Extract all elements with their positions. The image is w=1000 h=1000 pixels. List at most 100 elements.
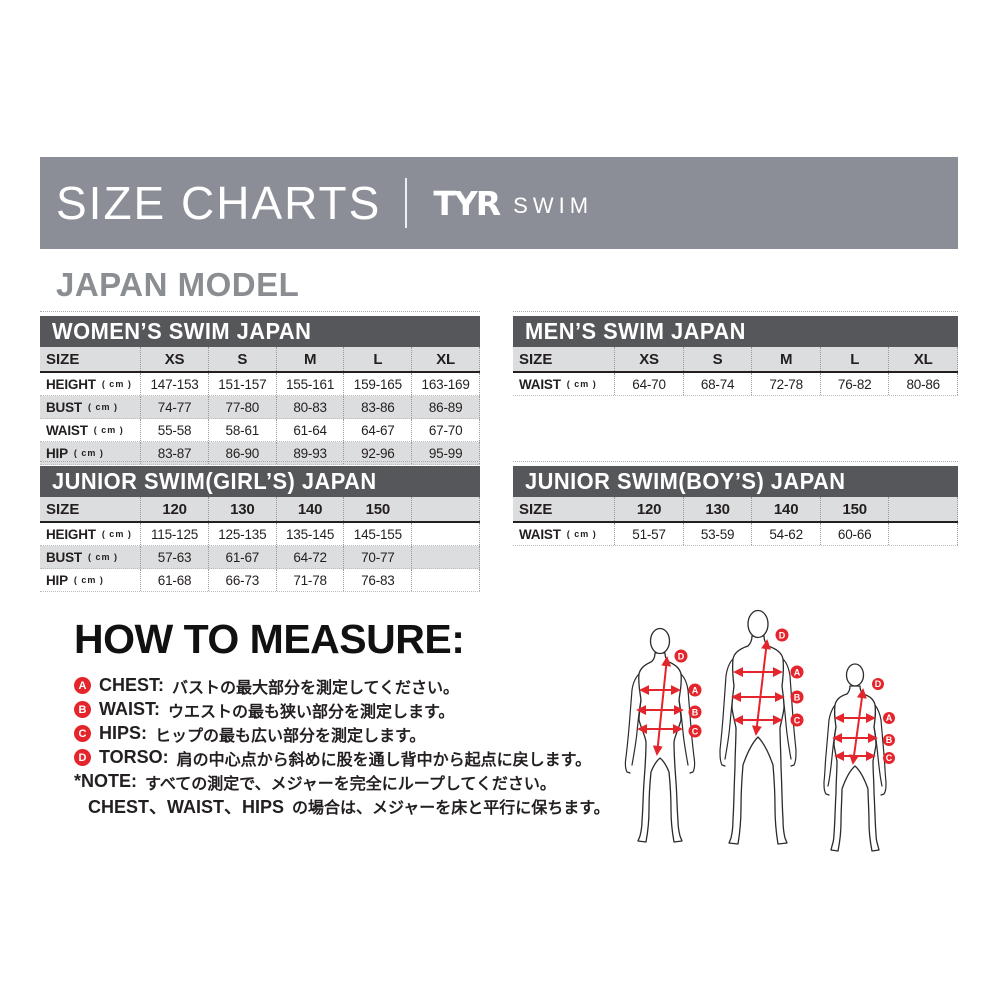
note2-text: の場合は、メジャーを床と平行に保ちます。: [292, 799, 610, 817]
column-header: 150: [819, 497, 889, 521]
column-header: [411, 497, 480, 521]
value-cell: 125-135: [207, 523, 276, 545]
measure-note-2: CHEST、WAIST、HIPS の場合は、メジャーを床と平行に保ちます。: [88, 796, 674, 817]
value-cell: 83-86: [343, 396, 411, 418]
body-outline: [830, 685, 880, 852]
measure-label: HEIGHT: [46, 526, 96, 542]
measure-label: HEIGHT: [46, 376, 96, 392]
value-cell: 147-153: [140, 373, 208, 395]
column-header: 130: [207, 497, 276, 521]
table-title-text: MEN’S SWIM JAPAN: [525, 318, 746, 344]
marker-a-badge: A: [74, 677, 91, 694]
marker-b-letter: B: [794, 692, 801, 702]
size-header-row: SIZE 120 130 140 150: [513, 497, 958, 523]
value-cell: 71-78: [275, 569, 344, 591]
value-cell: [411, 546, 480, 568]
column-header: M: [751, 347, 820, 371]
table-row: WAIST ( cm ) 51-57 53-59 54-62 60-66: [513, 523, 958, 546]
column-header: 140: [751, 497, 820, 521]
marker-c-badge: C: [74, 725, 91, 742]
body-outline: [637, 652, 683, 843]
value-cell: 60-66: [819, 523, 889, 545]
marker-d-badge: D: [74, 749, 91, 766]
measurement-arrows: [636, 656, 684, 756]
marker-d-letter: D: [678, 651, 685, 661]
table-row: BUST ( cm ) 74-77 77-80 80-83 83-86 86-89: [40, 396, 480, 419]
tyr-logo: TYR: [433, 183, 501, 223]
table-title-text: JUNIOR SWIM(BOY’S) JAPAN: [525, 468, 846, 494]
value-cell: 70-77: [343, 546, 411, 568]
how-to-measure-section: HOW TO MEASURE: A CHEST: バストの最大部分を測定してくだ…: [74, 616, 674, 820]
table-row: BUST ( cm ) 57-63 61-67 64-72 70-77: [40, 546, 480, 569]
marker-d: [674, 649, 688, 663]
measure-item-label: WAIST:: [99, 699, 160, 719]
value-cell: 115-125: [140, 523, 208, 545]
value-cell: 55-58: [140, 419, 208, 441]
value-cell: 77-80: [207, 396, 276, 418]
column-header: 140: [275, 497, 344, 521]
unit-label: ( cm ): [566, 529, 597, 539]
value-cell: 57-63: [140, 546, 208, 568]
value-cell: 68-74: [682, 373, 752, 395]
column-header: L: [819, 347, 889, 371]
child-figure: D A B C: [823, 663, 895, 852]
column-header: XS: [614, 347, 683, 371]
value-cell: 61-67: [207, 546, 276, 568]
value-cell: 61-68: [140, 569, 208, 591]
marker-letters: D A B C: [872, 678, 895, 764]
marker-letters: D A B C: [775, 628, 804, 727]
table-row: HEIGHT ( cm ) 147-153 151-157 155-161 159-165…: [40, 373, 480, 396]
size-label: SIZE: [519, 350, 553, 368]
marker-d-letter: D: [875, 679, 882, 689]
marker-d: [775, 628, 789, 642]
column-header: XS: [140, 347, 208, 371]
size-label: SIZE: [46, 500, 80, 518]
column-header: S: [207, 347, 276, 371]
value-cell: 66-73: [207, 569, 276, 591]
table-row: HEIGHT ( cm ) 115-125 125-135 135-145 145-155: [40, 523, 480, 546]
marker-c: [883, 752, 895, 764]
junior-girls-swim-table: JUNIOR SWIM(GIRL’S) JAPAN SIZE 120 130 140 1…: [40, 461, 480, 592]
measure-item-hips: C HIPS: ヒップの最も広い部分を測定します。: [74, 723, 674, 745]
marker-letters: D A B C: [674, 649, 702, 738]
table-title: JUNIOR SWIM(GIRL’S) JAPAN: [40, 466, 480, 497]
row-label: WAIST ( cm ): [513, 523, 614, 545]
table-title: MEN’S SWIM JAPAN: [513, 316, 958, 347]
value-cell: [888, 523, 958, 545]
top-banner: SIZE CHARTS TYR SWIM: [40, 157, 958, 249]
left-arm: [823, 704, 836, 796]
row-label: HIP ( cm ): [40, 569, 140, 591]
column-header: XL: [411, 347, 480, 371]
column-header: XL: [888, 347, 958, 371]
section-title: JAPAN MODEL: [56, 266, 300, 303]
left-arm: [719, 658, 734, 767]
value-cell: 67-70: [411, 419, 480, 441]
left-arm: [624, 673, 640, 774]
head: [649, 627, 671, 655]
value-cell: 145-155: [343, 523, 411, 545]
marker-a-letter: A: [886, 713, 893, 723]
measurement-arrows: [731, 639, 785, 736]
measure-item-text: ウエストの最も狭い部分を測定します。: [168, 703, 455, 721]
table-row: WAIST ( cm ) 55-58 58-61 61-64 64-67 67-70: [40, 419, 480, 442]
unit-label: ( cm ): [73, 448, 104, 458]
unit-label: ( cm ): [101, 529, 132, 539]
measure-item-waist: B WAIST: ウエストの最も狭い部分を測定します。: [74, 699, 674, 721]
woman-figure: D A B C: [624, 627, 702, 843]
measure-item-text: バストの最大部分を測定してください。: [172, 679, 460, 697]
value-cell: 58-61: [207, 419, 276, 441]
value-cell: 53-59: [682, 523, 752, 545]
value-cell: 92-96: [343, 442, 411, 464]
marker-a-letter: A: [794, 667, 801, 677]
marker-b: [688, 705, 702, 719]
unit-label: ( cm ): [87, 402, 118, 412]
column-header: 130: [682, 497, 752, 521]
column-header: [888, 497, 958, 521]
measure-item-label: HIPS:: [99, 723, 148, 743]
measure-note: *NOTE: すべての測定で、メジャーを完全にループしてください。: [74, 771, 674, 793]
note-label: *NOTE:: [74, 771, 137, 791]
unit-label: ( cm ): [101, 379, 132, 389]
row-label: HEIGHT ( cm ): [40, 373, 140, 395]
marker-b: [883, 734, 895, 746]
marker-b: [790, 690, 804, 704]
